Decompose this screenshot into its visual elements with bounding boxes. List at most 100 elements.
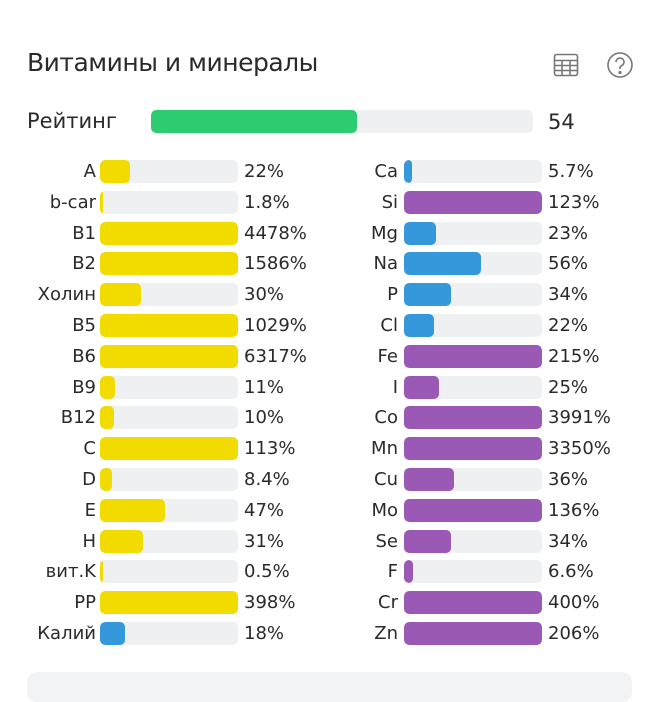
- next-card: [27, 672, 632, 702]
- nutrient-bar-fill: [404, 498, 542, 522]
- nutrient-label: Se: [375, 530, 399, 552]
- nutrient-bar: [100, 190, 238, 214]
- nutrient-bar: [100, 314, 238, 337]
- nutrient-row: C 113%: [0, 437, 659, 461]
- nutrient-value: 47%: [244, 499, 285, 521]
- nutrient-bar: [100, 560, 238, 584]
- nutrient-label: A: [83, 161, 96, 182]
- nutrient-bar: [404, 375, 542, 399]
- nutrient-row: Cu 36%: [0, 468, 659, 491]
- nutrient-bar-fill: [100, 622, 125, 645]
- nutrient-label: Cu: [374, 469, 398, 490]
- nutrient-label: Zn: [374, 623, 398, 644]
- nutrient-bar-fill: [100, 283, 142, 307]
- nutrient-label: Na: [373, 253, 399, 275]
- nutrient-bar: [100, 344, 238, 368]
- nutrient-label: b-car: [49, 191, 96, 213]
- nutrient-row: Cr 400%: [0, 591, 659, 615]
- nutrient-row: I 25%: [0, 375, 659, 399]
- nutrient-value: 1029%: [244, 315, 307, 336]
- nutrient-bar-fill: [404, 406, 542, 430]
- section-title: Витамины и минералы: [27, 48, 318, 77]
- nutrient-bar: [404, 160, 542, 183]
- nutrient-value: 31%: [244, 530, 285, 552]
- nutrient-bar: [100, 468, 238, 491]
- nutrient-value: 34%: [548, 284, 589, 306]
- nutrient-label: H: [82, 530, 96, 552]
- nutrient-label: Co: [374, 407, 398, 429]
- nutrient-bar-fill: [404, 375, 439, 399]
- nutrient-bar-fill: [100, 375, 116, 399]
- nutrient-bar-fill: [100, 437, 238, 461]
- nutrient-row: Калий 18%: [0, 622, 659, 645]
- nutrient-row: PP 398%: [0, 591, 659, 615]
- nutrient-row: Mg 23%: [0, 221, 659, 245]
- nutrient-bar: [100, 622, 238, 645]
- nutrient-bar: [404, 344, 542, 368]
- nutrient-row: Ca 5.7%: [0, 160, 659, 183]
- nutrient-bar-fill: [100, 560, 103, 584]
- nutrient-label: Mo: [371, 499, 398, 521]
- nutrient-bar-fill: [100, 498, 165, 522]
- help-icon[interactable]: [606, 52, 633, 78]
- nutrient-bar: [100, 160, 238, 183]
- nutrient-bar: [404, 468, 542, 491]
- nutrient-row: Cl 22%: [0, 314, 659, 337]
- nutrient-bar-fill: [404, 314, 435, 337]
- table-icon[interactable]: [553, 52, 579, 78]
- nutrient-bar-fill: [404, 344, 542, 368]
- nutrient-bar: [404, 221, 542, 245]
- nutrient-bar: [404, 560, 542, 584]
- nutrient-label: Калий: [37, 623, 96, 644]
- nutrient-value: 136%: [548, 499, 600, 521]
- nutrient-value: 10%: [244, 407, 285, 429]
- nutrient-label: Cr: [378, 592, 398, 614]
- nutrient-label: E: [84, 499, 96, 521]
- nutrient-bar-fill: [100, 406, 114, 430]
- nutrient-row: Se 34%: [0, 529, 659, 553]
- nutrient-row: F 6.6%: [0, 560, 659, 584]
- nutrient-label: B1: [72, 222, 96, 244]
- nutrient-bar: [100, 375, 238, 399]
- nutrient-value: 30%: [244, 284, 285, 306]
- nutrient-value: 400%: [548, 592, 600, 614]
- nutrient-bar: [100, 591, 238, 615]
- nutrient-label: Холин: [37, 284, 96, 306]
- nutrient-value: 22%: [244, 161, 285, 182]
- nutrient-label: D: [82, 469, 96, 490]
- nutrient-bar-fill: [404, 283, 451, 307]
- nutrient-label: B2: [72, 253, 96, 275]
- nutrient-bar-fill: [404, 221, 436, 245]
- nutrient-bar: [404, 437, 542, 461]
- nutrient-row: Fe 215%: [0, 344, 659, 368]
- nutrient-label: Si: [381, 191, 398, 213]
- nutrient-row: P 34%: [0, 283, 659, 307]
- nutrient-label: Mn: [371, 438, 398, 460]
- nutrient-value: 3350%: [548, 438, 611, 460]
- nutrient-row: H 31%: [0, 529, 659, 553]
- nutrient-value: 36%: [548, 469, 589, 490]
- nutrient-value: 22%: [548, 315, 589, 336]
- nutrient-bar-fill: [100, 591, 238, 615]
- nutrient-value: 8.4%: [244, 469, 290, 490]
- nutrient-row: D 8.4%: [0, 468, 659, 491]
- nutrient-bar: [100, 283, 238, 307]
- nutrient-bar-fill: [404, 468, 454, 491]
- nutrient-bar-fill: [404, 529, 451, 553]
- nutrient-bar-fill: [100, 160, 131, 183]
- nutrient-label: PP: [74, 592, 96, 614]
- nutrient-value: 0.5%: [244, 561, 290, 583]
- nutrient-row: Na 56%: [0, 252, 659, 276]
- nutrient-bar: [404, 252, 542, 276]
- nutrient-value: 5.7%: [548, 161, 594, 182]
- nutrient-bar-fill: [100, 252, 238, 276]
- nutrient-label: B6: [72, 345, 96, 367]
- nutrient-bar: [404, 591, 542, 615]
- rating-bar: [151, 110, 533, 133]
- nutrient-bar-fill: [404, 190, 542, 214]
- nutrient-value: 4478%: [244, 222, 307, 244]
- nutrient-bar: [404, 283, 542, 307]
- nutrient-value: 6317%: [244, 345, 307, 367]
- nutrient-row: Mo 136%: [0, 498, 659, 522]
- nutrient-bar-fill: [404, 591, 542, 615]
